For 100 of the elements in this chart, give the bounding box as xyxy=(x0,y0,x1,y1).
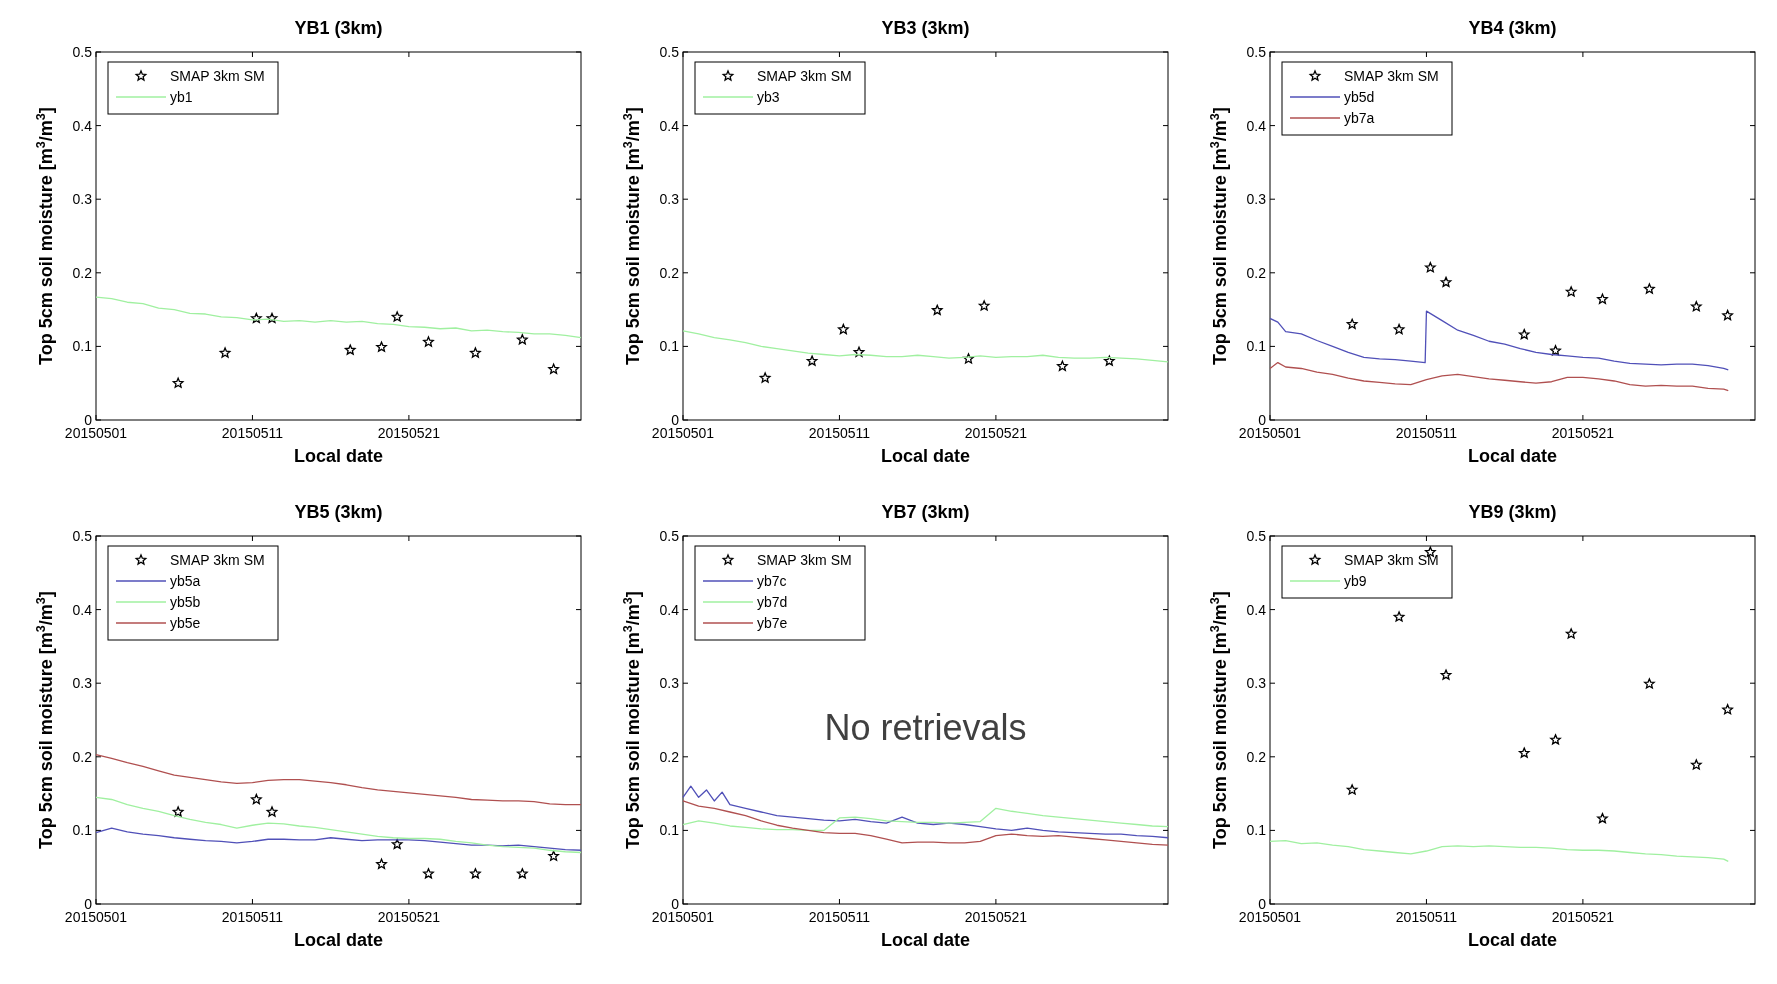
point xyxy=(1103,355,1115,366)
x-axis-title: Local date xyxy=(293,930,384,950)
legend-label: yb1 xyxy=(170,89,193,105)
point xyxy=(172,806,184,817)
point xyxy=(516,334,528,345)
y-tick-label: 0.5 xyxy=(72,44,93,60)
line-series xyxy=(95,753,582,806)
y-tick-label: 0.5 xyxy=(659,44,680,60)
x-tick-label: 20150521 xyxy=(964,425,1028,441)
legend-label: SMAP 3km SM xyxy=(170,552,265,568)
point xyxy=(250,312,262,324)
legend-label: yb7a xyxy=(1344,110,1375,126)
point xyxy=(1690,759,1702,770)
legend-label: yb9 xyxy=(1344,573,1367,589)
point xyxy=(978,300,990,311)
x-tick-label: 20150511 xyxy=(221,909,284,925)
legend-label: yb7e xyxy=(757,615,788,631)
x-tick-label: 20150511 xyxy=(808,909,871,925)
legend-label: yb5b xyxy=(170,594,201,610)
chart-title: YB9 (3km) xyxy=(1468,502,1557,522)
y-tick-label: 0.1 xyxy=(72,338,93,355)
y-tick-label: 0.4 xyxy=(72,601,93,618)
chart-title: YB7 (3km) xyxy=(881,502,970,522)
y-tick-label: 0.1 xyxy=(659,822,680,839)
x-tick-label: 20150501 xyxy=(1238,909,1302,925)
x-tick-label: 20150521 xyxy=(964,909,1028,925)
point xyxy=(1643,678,1655,689)
point xyxy=(1643,283,1655,294)
legend-label: yb5e xyxy=(170,615,201,631)
y-tick-label: 0 xyxy=(84,896,93,912)
point xyxy=(1690,301,1702,312)
annotation: No retrievals xyxy=(824,707,1027,748)
line-series xyxy=(1269,310,1729,371)
legend-label: yb3 xyxy=(757,89,780,105)
legend-label: yb7d xyxy=(757,594,788,610)
point xyxy=(1424,262,1436,273)
x-tick-label: 20150521 xyxy=(1551,425,1615,441)
legend-label: yb5d xyxy=(1344,89,1375,105)
chart-title: YB5 (3km) xyxy=(294,502,383,522)
point xyxy=(1597,293,1608,304)
point xyxy=(1550,734,1561,745)
point xyxy=(219,347,231,358)
point xyxy=(1722,309,1734,321)
point xyxy=(806,355,818,366)
legend-label: SMAP 3km SM xyxy=(170,68,265,84)
legend-label: SMAP 3km SM xyxy=(1344,68,1439,84)
chart-title: YB3 (3km) xyxy=(881,18,970,38)
x-axis-title: Local date xyxy=(293,446,384,466)
point xyxy=(250,793,262,805)
y-tick-label: 0.3 xyxy=(1246,191,1267,208)
y-tick-label: 0.2 xyxy=(72,748,93,765)
point xyxy=(469,868,481,879)
point xyxy=(423,868,434,879)
legend-label: yb7c xyxy=(757,573,787,589)
legend-label: SMAP 3km SM xyxy=(757,68,852,84)
y-tick-label: 0.3 xyxy=(659,191,680,208)
y-tick-label: 0.4 xyxy=(659,117,680,134)
point xyxy=(1393,611,1405,622)
point xyxy=(1565,628,1577,639)
y-tick-label: 0.1 xyxy=(659,338,680,355)
point xyxy=(837,323,849,335)
x-tick-label: 20150501 xyxy=(651,909,715,925)
point xyxy=(266,806,278,817)
y-tick-label: 0.2 xyxy=(1246,264,1267,281)
point xyxy=(548,850,560,861)
y-tick-label: 0.1 xyxy=(1246,338,1267,355)
x-tick-label: 20150521 xyxy=(377,909,441,925)
point xyxy=(853,346,865,357)
x-axis-title: Local date xyxy=(1467,446,1558,466)
line-series xyxy=(682,785,1169,839)
point xyxy=(516,868,528,879)
x-tick-label: 20150501 xyxy=(64,909,128,925)
x-tick-label: 20150511 xyxy=(221,425,284,441)
x-tick-label: 20150511 xyxy=(1395,909,1458,925)
line-series xyxy=(1269,361,1729,392)
y-tick-label: 0.5 xyxy=(659,528,680,544)
point xyxy=(391,311,403,322)
y-tick-label: 0.2 xyxy=(659,748,680,765)
line-series xyxy=(682,800,1169,846)
y-tick-label: 0.5 xyxy=(1246,528,1267,544)
y-tick-label: 0.3 xyxy=(72,191,93,208)
point xyxy=(1440,669,1452,680)
point xyxy=(1565,286,1577,297)
x-axis-title: Local date xyxy=(1467,930,1558,950)
point xyxy=(1597,812,1608,824)
x-tick-label: 20150501 xyxy=(1238,425,1302,441)
y-tick-label: 0.1 xyxy=(72,822,93,839)
y-tick-label: 0 xyxy=(1258,412,1267,428)
point xyxy=(1056,360,1068,371)
y-tick-label: 0 xyxy=(671,896,680,912)
x-tick-label: 20150511 xyxy=(808,425,871,441)
y-tick-label: 0.3 xyxy=(1246,675,1267,692)
y-tick-label: 0.4 xyxy=(659,601,680,618)
point xyxy=(1722,704,1734,715)
point xyxy=(1393,323,1405,335)
point xyxy=(423,336,434,347)
x-tick-label: 20150501 xyxy=(64,425,128,441)
x-tick-label: 20150521 xyxy=(377,425,441,441)
x-tick-label: 20150511 xyxy=(1395,425,1458,441)
x-tick-label: 20150501 xyxy=(651,425,715,441)
